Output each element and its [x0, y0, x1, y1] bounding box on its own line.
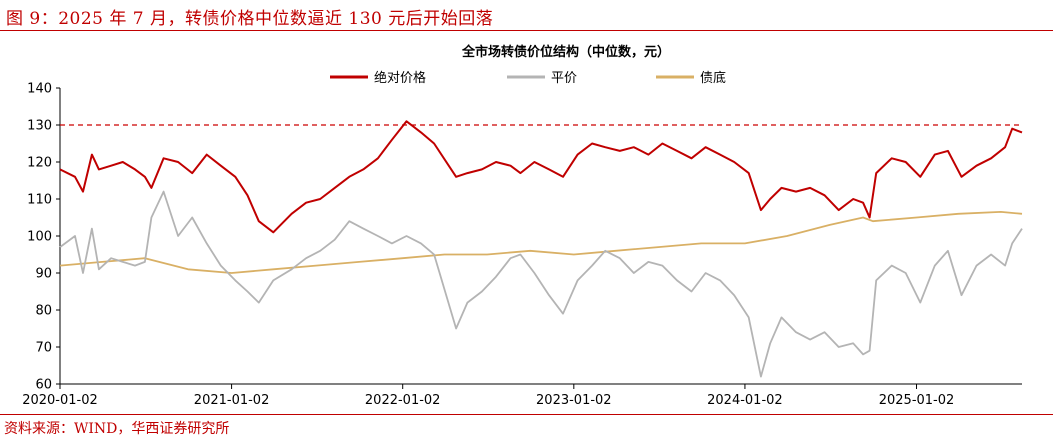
y-tick-label: 70	[35, 341, 52, 356]
line-chart: 全市场转债价位结构（中位数，元） 绝对价格 平价 债底 60 70 80 90 100 110…	[22, 44, 1023, 408]
figure-title: 图 9：2025 年 7 月，转债价格中位数逼近 130 元后开始回落	[6, 9, 494, 29]
x-tick-label: 2025-01-02	[879, 393, 955, 408]
legend-label-0: 绝对价格	[374, 70, 426, 86]
legend-label-1: 平价	[551, 71, 577, 86]
x-tick-label: 2021-01-02	[194, 393, 270, 408]
series-line-1	[59, 190, 1023, 378]
y-tick-label: 130	[27, 119, 52, 134]
x-tick-label: 2023-01-02	[536, 393, 612, 408]
x-tick-label: 2020-01-02	[22, 393, 98, 408]
title-rule	[0, 30, 1053, 31]
series-line-0	[59, 120, 1023, 234]
x-tick-label: 2022-01-02	[365, 393, 441, 408]
x-axis: 2020-01-02 2021-01-02 2022-01-02 2023-01-02…	[22, 383, 1022, 408]
y-tick-label: 80	[35, 304, 52, 319]
chart-title: 全市场转债价位结构（中位数，元）	[461, 44, 670, 60]
series-line-2	[59, 210, 1023, 274]
y-axis: 60 70 80 90 100 110 120 130 140	[27, 82, 61, 393]
y-tick-label: 100	[27, 230, 52, 245]
y-tick-label: 140	[27, 82, 52, 97]
x-tick-label: 2024-01-02	[707, 393, 783, 408]
y-tick-label: 110	[27, 193, 52, 208]
y-tick-label: 60	[35, 378, 52, 393]
legend: 绝对价格 平价 债底	[330, 70, 726, 86]
y-tick-label: 120	[27, 156, 52, 171]
source-note: 资料来源：WIND，华西证券研究所	[4, 421, 230, 437]
series-lines	[59, 120, 1023, 378]
y-tick-label: 90	[35, 267, 52, 282]
source-rule	[0, 414, 1053, 415]
legend-label-2: 债底	[700, 70, 726, 86]
